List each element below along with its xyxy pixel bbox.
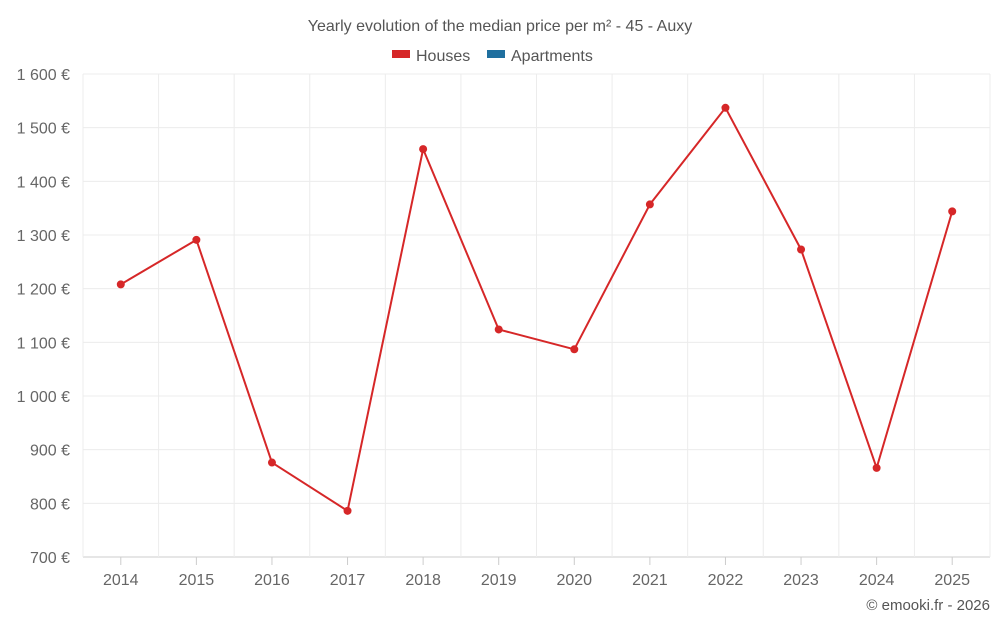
data-point-houses-2019[interactable] [494,325,503,334]
x-tick-label: 2025 [934,572,970,589]
x-tick-label: 2018 [405,572,441,589]
series-line-houses [120,106,954,512]
data-point-houses-2022[interactable] [721,103,730,112]
data-point-houses-2014[interactable] [116,280,125,289]
data-point-houses-2018[interactable] [419,145,428,154]
data-point-houses-2025[interactable] [948,207,957,216]
legend-label-houses: Houses [416,48,470,65]
data-point-houses-2015[interactable] [192,235,201,244]
chart-title: Yearly evolution of the median price per… [308,18,693,35]
x-tick-label: 2017 [330,572,366,589]
x-tick-label: 2021 [632,572,668,589]
y-axis: 700 € 800 € 900 € 1 000 € 1 100 € 1 200 € 1 30… [17,67,70,567]
data-point-houses-2024[interactable] [872,463,881,472]
y-tick-label: 1 300 € [17,228,70,245]
x-tick-label: 2022 [708,572,744,589]
legend-swatch-apartments [487,50,505,58]
series-houses [116,103,957,515]
legend-item-apartments[interactable]: Apartments [487,48,593,65]
data-point-houses-2020[interactable] [570,345,579,354]
x-tick-label: 2016 [254,572,290,589]
legend-swatch-houses [392,50,410,58]
x-tick-label: 2023 [783,572,819,589]
y-tick-label: 1 400 € [17,174,70,191]
x-tick-label: 2024 [859,572,895,589]
y-tick-label: 1 000 € [17,389,70,406]
data-point-houses-2017[interactable] [343,506,352,515]
legend-label-apartments: Apartments [511,48,593,65]
data-point-houses-2016[interactable] [267,458,276,467]
data-point-houses-2023[interactable] [797,245,806,254]
y-tick-label: 900 € [30,443,70,460]
y-tick-label: 1 100 € [17,335,70,352]
y-tick-label: 1 200 € [17,282,70,299]
legend-item-houses[interactable]: Houses [392,48,470,65]
x-tick-label: 2020 [556,572,592,589]
legend: Houses Apartments [392,48,593,65]
data-point-houses-2021[interactable] [645,200,654,209]
x-tick-label: 2019 [481,572,517,589]
y-tick-label: 700 € [30,550,70,567]
grid [82,73,991,558]
x-tick-label: 2015 [179,572,215,589]
y-tick-label: 1 600 € [17,67,70,84]
credit: © emooki.fr - 2026 [866,597,990,614]
y-tick-label: 800 € [30,496,70,513]
x-tick-label: 2014 [103,572,139,589]
x-axis: 2014 2015 2016 2017 2018 2019 2020 2021 2022 2023… [103,557,970,589]
y-tick-label: 1 500 € [17,121,70,138]
